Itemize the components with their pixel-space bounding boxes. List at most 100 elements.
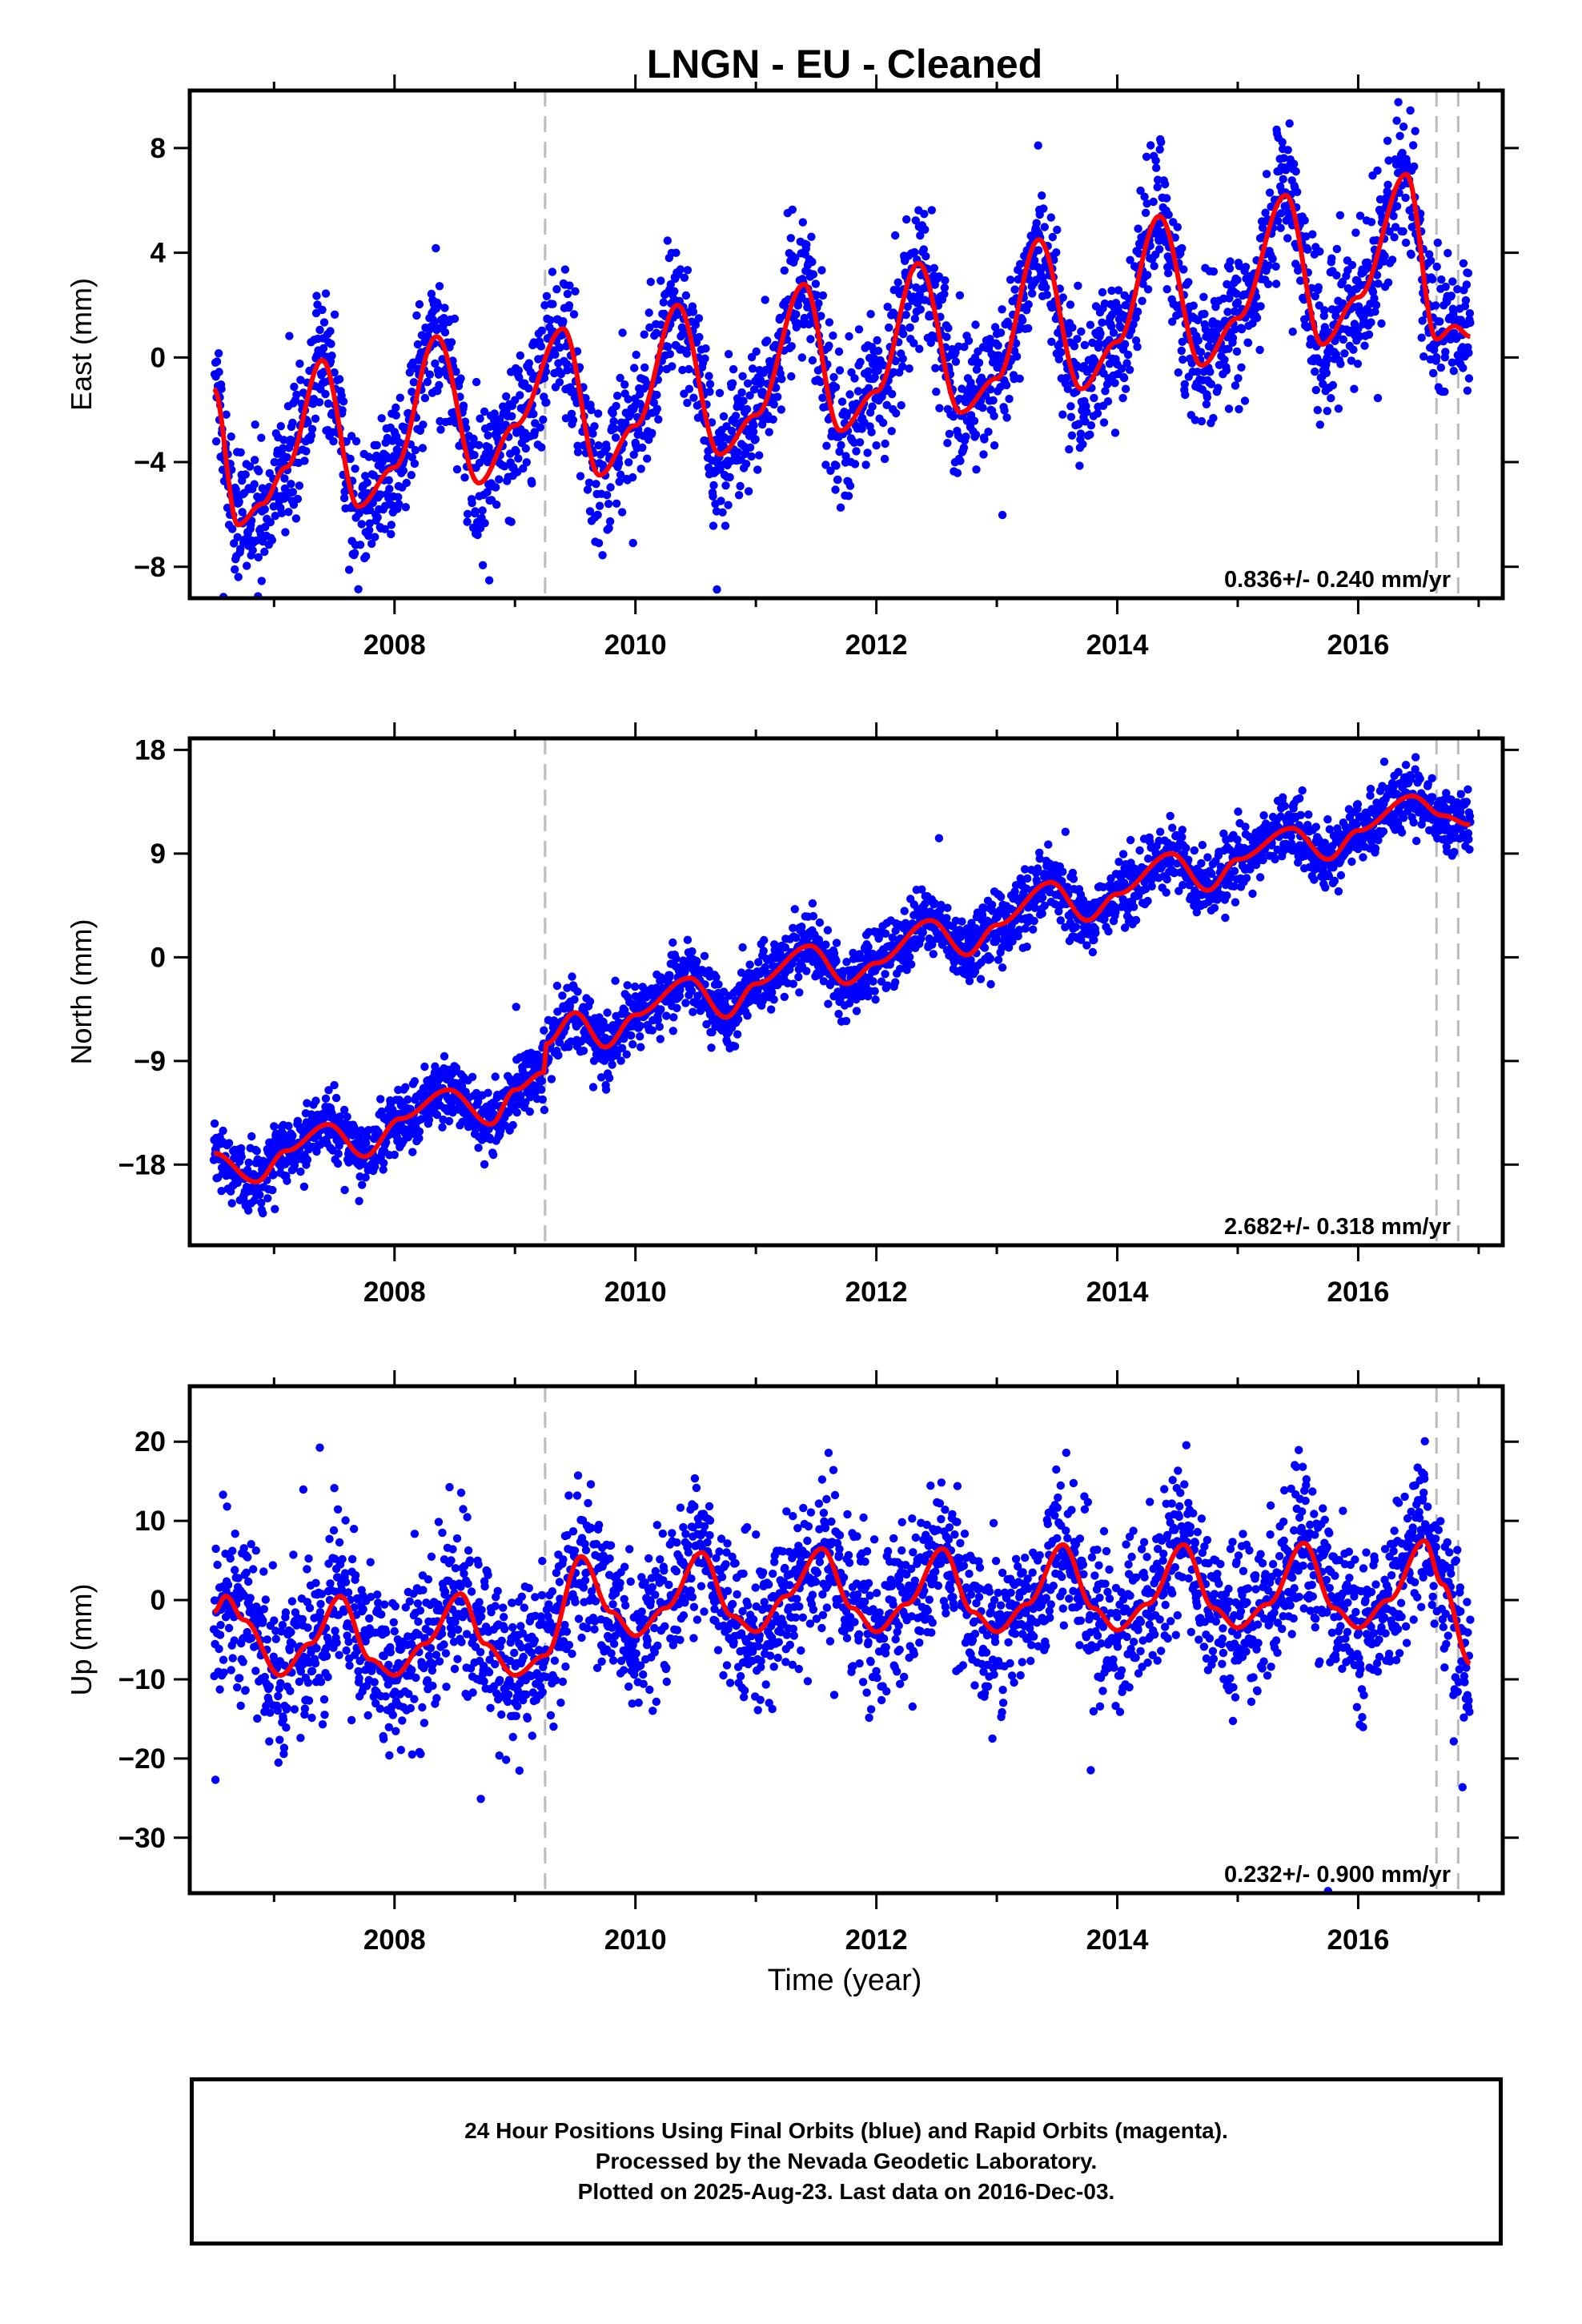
east-daily-point bbox=[724, 501, 733, 509]
east-daily-point bbox=[863, 448, 872, 457]
east-daily-point bbox=[1214, 384, 1223, 392]
north-daily-point bbox=[883, 981, 892, 990]
east-daily-point bbox=[343, 606, 351, 614]
east-daily-point bbox=[1010, 285, 1019, 294]
north-daily-point bbox=[655, 1022, 664, 1031]
east-daily-point bbox=[516, 391, 524, 400]
north-daily-point bbox=[579, 1046, 588, 1055]
east-daily-point bbox=[1237, 325, 1247, 334]
east-daily-point bbox=[542, 398, 551, 407]
east-daily-point bbox=[1194, 336, 1203, 345]
north-daily-point bbox=[675, 991, 685, 1000]
east-daily-point bbox=[344, 565, 354, 574]
east-daily-point bbox=[227, 432, 235, 441]
east-daily-point bbox=[680, 273, 689, 282]
east-daily-point bbox=[548, 267, 557, 276]
north-daily-point bbox=[814, 935, 824, 944]
north-daily-point bbox=[596, 1073, 606, 1082]
east-daily-point bbox=[822, 441, 831, 450]
east-daily-point bbox=[953, 468, 962, 477]
east-daily-point bbox=[753, 465, 762, 474]
north-daily-point bbox=[881, 929, 890, 939]
east-daily-point bbox=[323, 399, 333, 408]
east-daily-point bbox=[695, 332, 704, 342]
east-daily-point bbox=[1120, 340, 1130, 348]
east-daily-point bbox=[502, 392, 511, 401]
east-daily-point bbox=[530, 428, 539, 436]
east-daily-point bbox=[387, 521, 396, 529]
east-daily-point bbox=[1374, 279, 1383, 288]
east-daily-point bbox=[979, 450, 988, 459]
east-daily-point bbox=[418, 444, 428, 452]
east-daily-point bbox=[617, 508, 627, 517]
east-daily-point bbox=[845, 390, 854, 399]
north-daily-point bbox=[900, 907, 909, 915]
north-daily-point bbox=[864, 943, 873, 951]
north-daily-point bbox=[869, 977, 877, 986]
east-daily-point bbox=[1395, 131, 1404, 140]
east-daily-point bbox=[787, 372, 796, 381]
east-daily-point bbox=[665, 349, 674, 359]
east-daily-point bbox=[731, 418, 740, 428]
east-daily-point bbox=[747, 352, 757, 362]
east-daily-point bbox=[1047, 337, 1056, 346]
east-daily-point bbox=[742, 404, 752, 414]
north-daily-point bbox=[257, 1198, 266, 1208]
east-daily-point bbox=[663, 236, 672, 245]
north-daily-point bbox=[759, 947, 768, 955]
north-daily-point bbox=[259, 1208, 267, 1218]
north-daily-point bbox=[789, 923, 797, 933]
east-daily-point bbox=[852, 447, 861, 456]
east-daily-point bbox=[562, 360, 572, 368]
east-daily-point bbox=[920, 210, 929, 219]
east-daily-point bbox=[327, 352, 336, 360]
north-daily-point bbox=[339, 1105, 349, 1115]
north-daily-point bbox=[1038, 893, 1047, 903]
east-daily-point bbox=[1000, 406, 1009, 415]
east-daily-point bbox=[1311, 292, 1320, 301]
east-daily-point bbox=[931, 364, 940, 372]
east-daily-point bbox=[371, 533, 379, 541]
east-daily-point bbox=[1057, 348, 1066, 357]
north-daily-point bbox=[1044, 840, 1053, 849]
north-daily-point bbox=[255, 1190, 264, 1200]
north-daily-point bbox=[401, 1083, 410, 1092]
east-daily-point bbox=[765, 428, 773, 436]
east-daily-point bbox=[656, 276, 665, 285]
east-daily-point bbox=[408, 388, 416, 396]
east-daily-point bbox=[1380, 251, 1389, 260]
east-daily-point bbox=[990, 412, 998, 420]
east-daily-point bbox=[1119, 373, 1129, 383]
east-plot-frame bbox=[187, 88, 1505, 601]
east-daily-point bbox=[420, 393, 430, 403]
east-daily-point bbox=[850, 374, 859, 383]
east-daily-point bbox=[1359, 312, 1369, 320]
east-daily-point bbox=[1235, 262, 1244, 271]
east-daily-point bbox=[431, 359, 440, 368]
east-daily-point bbox=[470, 451, 479, 460]
east-daily-point bbox=[1052, 248, 1061, 257]
north-daily-point bbox=[516, 1092, 525, 1100]
east-daily-point bbox=[1140, 192, 1149, 201]
north-daily-point bbox=[681, 999, 690, 1007]
north-daily-point bbox=[738, 943, 747, 952]
east-daily-point bbox=[628, 472, 637, 482]
east-daily-point bbox=[365, 519, 374, 528]
east-daily-point bbox=[814, 299, 823, 308]
east-daily-point bbox=[761, 296, 769, 304]
north-daily-point bbox=[696, 1007, 705, 1015]
east-daily-point bbox=[252, 536, 261, 545]
east-daily-point bbox=[435, 380, 444, 390]
east-daily-point bbox=[1353, 360, 1363, 368]
east-daily-point bbox=[402, 478, 411, 488]
east-daily-point bbox=[892, 408, 901, 418]
north-daily-point bbox=[877, 977, 886, 986]
east-daily-point bbox=[1419, 352, 1428, 361]
east-daily-point bbox=[798, 218, 807, 227]
east-daily-point bbox=[248, 546, 257, 555]
east-daily-point bbox=[943, 439, 952, 448]
east-daily-point bbox=[1279, 175, 1287, 183]
east-daily-point bbox=[560, 265, 570, 274]
east-daily-point bbox=[744, 487, 753, 496]
north-daily-point bbox=[247, 1132, 256, 1141]
